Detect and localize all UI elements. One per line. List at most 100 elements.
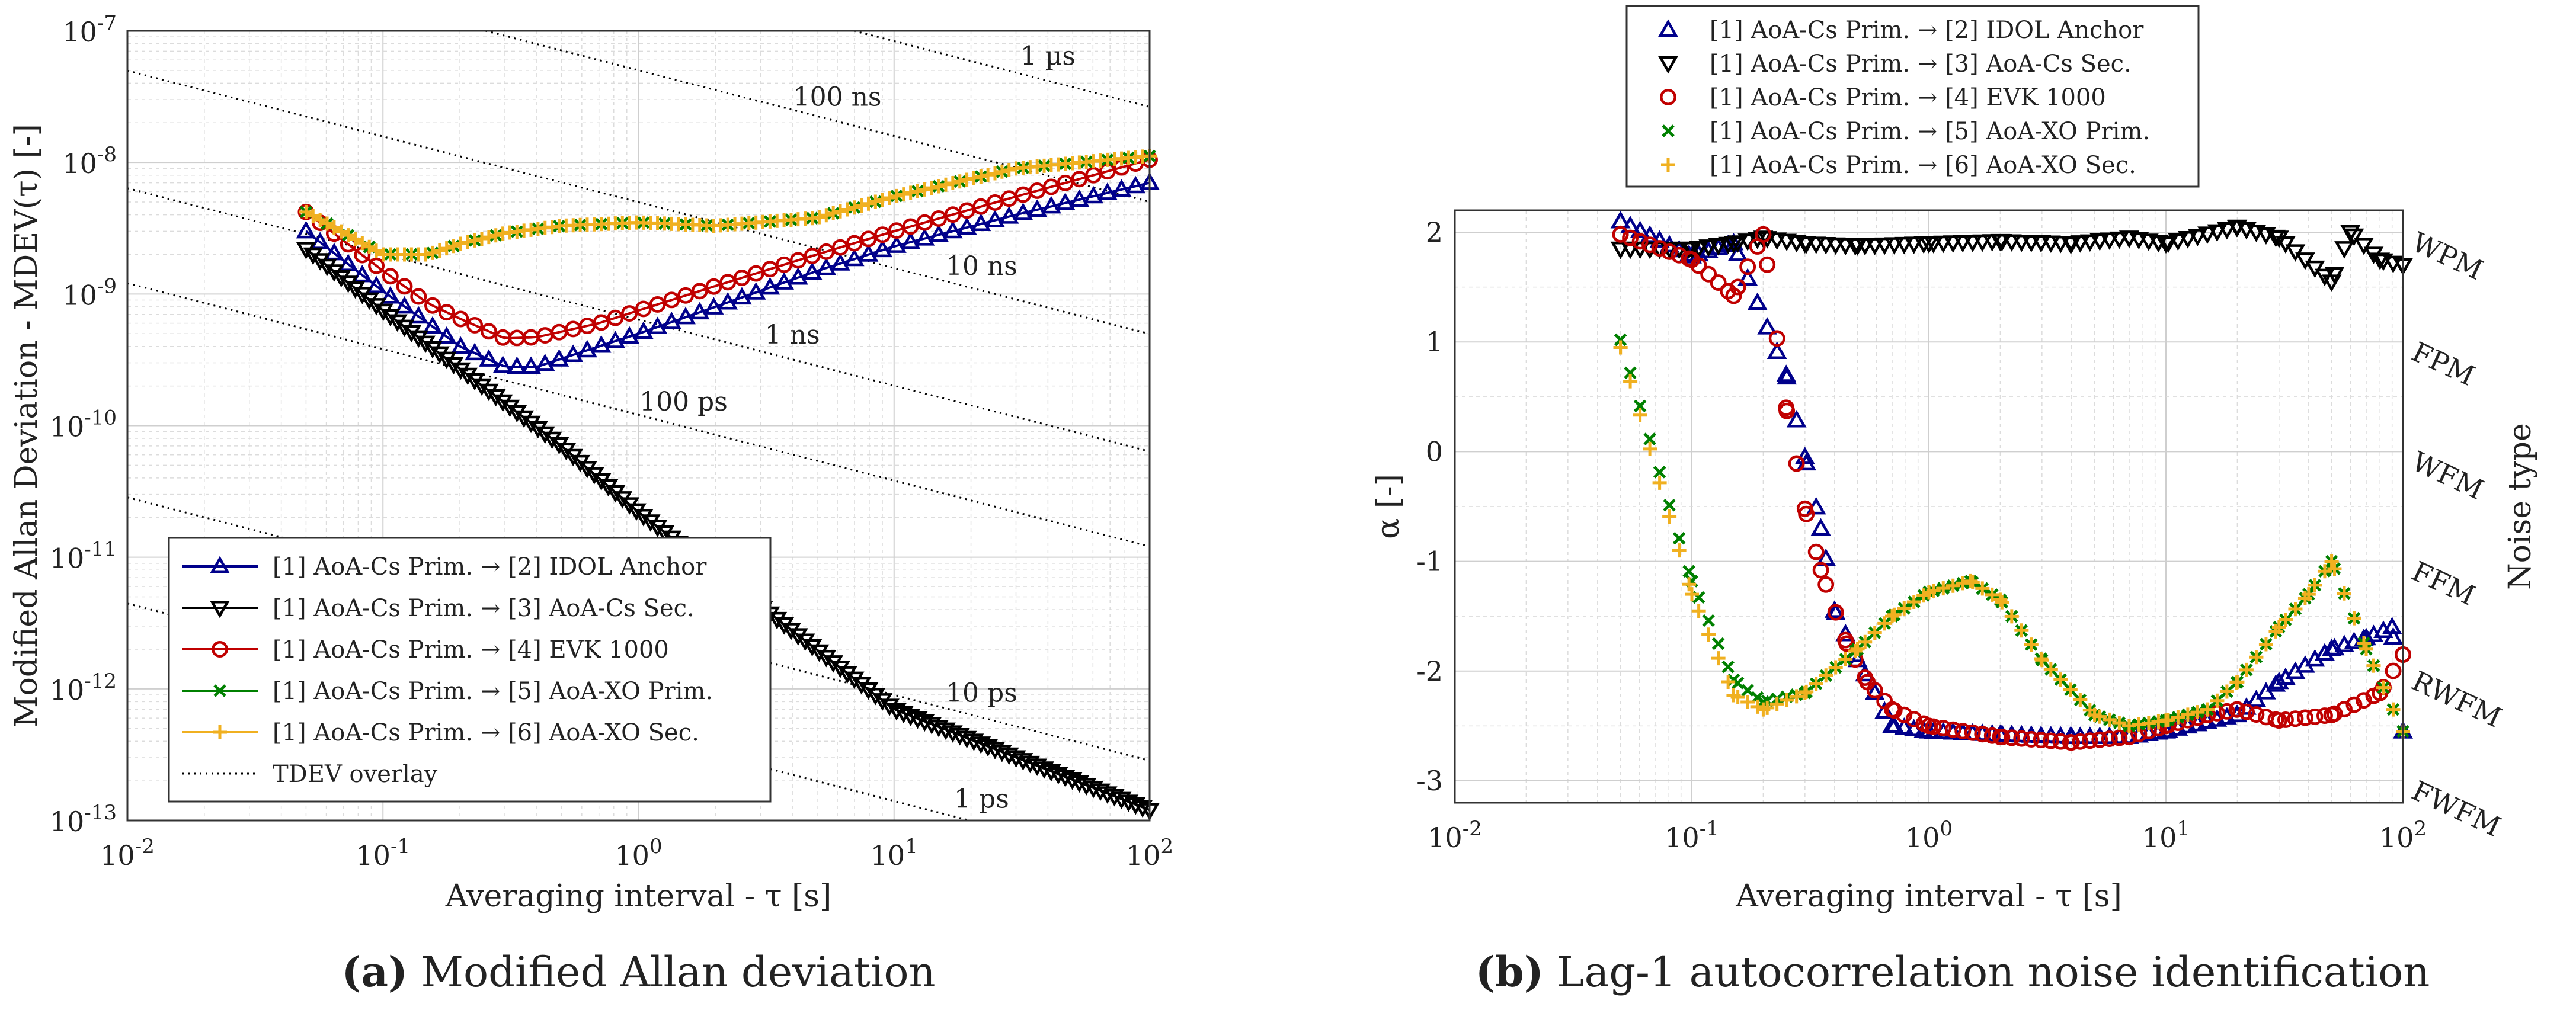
legend-marker <box>1661 158 1675 172</box>
data-point <box>2288 602 2303 617</box>
data-point <box>959 172 974 187</box>
data-point <box>507 356 527 374</box>
data-point <box>1055 193 1076 210</box>
data-point <box>1776 364 1797 382</box>
data-point <box>761 261 779 278</box>
data-point <box>338 254 359 271</box>
data-point <box>774 272 794 290</box>
data-point <box>1111 179 1132 197</box>
data-point <box>703 297 724 315</box>
data-point <box>2023 730 2040 748</box>
data-point <box>1972 234 1993 252</box>
data-point <box>2359 642 2374 656</box>
legend: [1] AoA-Cs Prim. → [2] IDOL Anchor [1] Ao… <box>168 537 772 803</box>
x-axis-label: Averaging interval - τ [s] <box>1735 879 2122 914</box>
data-point <box>2323 706 2340 723</box>
data-point <box>450 362 471 380</box>
data-point <box>1125 797 1146 815</box>
data-point <box>1992 728 2009 745</box>
data-point <box>2219 684 2234 699</box>
data-point <box>846 235 863 252</box>
data-point <box>952 174 967 189</box>
data-point <box>1794 447 1815 464</box>
data-point <box>964 733 984 751</box>
data-point <box>2003 729 2020 746</box>
data-point <box>2270 712 2287 729</box>
data-point <box>2063 734 2080 751</box>
data-point <box>1809 677 1823 691</box>
data-point <box>480 323 497 340</box>
noise-type-label: FPM <box>2407 335 2479 392</box>
data-point <box>854 198 869 213</box>
data-point <box>1922 585 1936 600</box>
data-point <box>1711 637 1725 650</box>
data-point <box>1006 750 1026 768</box>
data-point <box>425 245 440 260</box>
legend-marker <box>212 641 228 658</box>
data-point <box>1020 755 1041 774</box>
data-point <box>396 278 413 295</box>
data-point <box>2316 707 2333 725</box>
data-point <box>528 421 548 439</box>
data-point <box>1778 399 1795 416</box>
data-point <box>621 305 638 322</box>
data-point <box>2306 708 2324 725</box>
data-point <box>833 204 848 219</box>
data-point <box>1614 333 1627 347</box>
x-tick-label: 102 <box>2379 817 2427 854</box>
data-point <box>2268 230 2289 248</box>
data-point <box>840 202 855 217</box>
data-point <box>2024 637 2039 652</box>
data-point <box>1027 199 1048 217</box>
data-point <box>488 228 503 243</box>
data-point <box>2278 613 2293 627</box>
legend-entry: [1] AoA-Cs Prim. → [2] IDOL Anchor <box>273 553 707 581</box>
y2-axis-label: Noise type <box>2503 423 2538 590</box>
data-point <box>423 341 443 359</box>
data-point <box>2099 232 2120 250</box>
data-point <box>661 312 682 329</box>
data-point <box>418 247 433 262</box>
data-point <box>1859 674 1876 691</box>
data-point <box>1983 727 2001 744</box>
data-point <box>438 304 455 321</box>
data-point <box>1041 195 1061 214</box>
y-tick-label: 10-7 <box>62 11 117 48</box>
data-point <box>789 252 807 269</box>
data-point <box>999 206 1019 224</box>
data-point <box>2385 662 2402 679</box>
data-point <box>818 243 835 260</box>
data-point <box>2031 235 2052 253</box>
data-point <box>1069 775 1090 793</box>
data-point <box>563 344 584 363</box>
data-point <box>914 714 935 732</box>
data-point <box>619 326 640 344</box>
data-point <box>2021 235 2041 252</box>
data-point <box>2050 235 2071 254</box>
data-point <box>1701 627 1716 642</box>
data-point <box>2053 672 2068 687</box>
data-point <box>1848 643 1863 658</box>
data-point <box>436 351 457 370</box>
data-point <box>2081 732 2098 749</box>
data-point <box>591 335 612 353</box>
tdev-overlay-line <box>127 282 1150 547</box>
data-point <box>2004 609 2019 624</box>
data-point <box>2011 234 2032 252</box>
data-point <box>514 410 535 428</box>
data-point <box>1013 753 1033 771</box>
legend-box <box>168 537 772 803</box>
data-point <box>394 319 415 338</box>
data-point <box>535 354 555 371</box>
data-point <box>875 193 890 207</box>
data-point <box>942 725 963 743</box>
data-point <box>929 224 949 242</box>
data-point <box>2347 611 2361 626</box>
data-point <box>432 243 447 258</box>
data-point <box>2187 229 2208 246</box>
data-point <box>439 241 454 256</box>
data-point <box>1672 543 1687 558</box>
data-point <box>1048 767 1068 785</box>
data-point <box>942 220 963 239</box>
data-point <box>2217 222 2237 240</box>
